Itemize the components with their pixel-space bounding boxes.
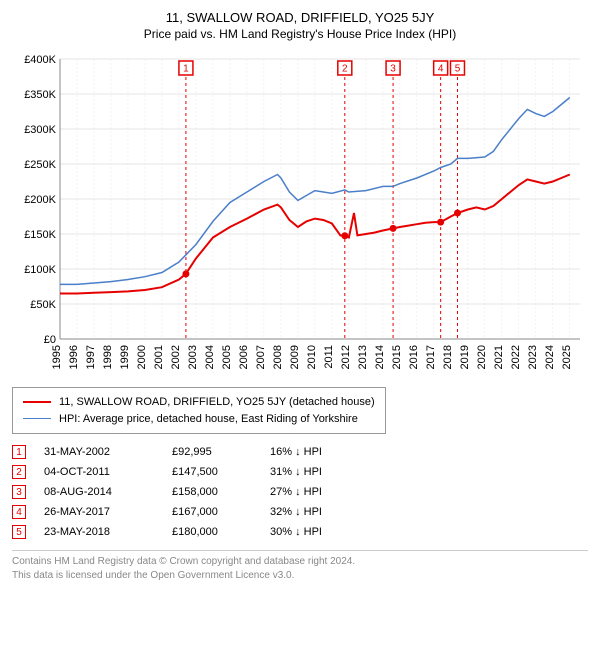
- svg-text:1: 1: [183, 64, 189, 75]
- legend-swatch: [23, 401, 51, 403]
- event-row: 4 26-MAY-2017 £167,000 32% ↓ HPI: [12, 502, 588, 522]
- svg-text:2007: 2007: [255, 345, 267, 369]
- legend: 11, SWALLOW ROAD, DRIFFIELD, YO25 5JY (d…: [12, 387, 386, 434]
- svg-text:2000: 2000: [136, 345, 148, 369]
- svg-text:2025: 2025: [561, 345, 573, 369]
- svg-text:2023: 2023: [527, 345, 539, 369]
- event-marker: 4: [12, 505, 26, 519]
- chart-subtitle: Price paid vs. HM Land Registry's House …: [12, 27, 588, 41]
- event-price: £167,000: [172, 506, 252, 518]
- event-row: 3 08-AUG-2014 £158,000 27% ↓ HPI: [12, 482, 588, 502]
- svg-text:2006: 2006: [238, 345, 250, 369]
- svg-text:2: 2: [342, 64, 348, 75]
- chart-title: 11, SWALLOW ROAD, DRIFFIELD, YO25 5JY: [12, 10, 588, 25]
- event-price: £147,500: [172, 466, 252, 478]
- svg-text:2016: 2016: [408, 345, 420, 369]
- svg-text:2024: 2024: [544, 345, 556, 369]
- svg-text:2001: 2001: [153, 345, 165, 369]
- price-chart: £0 £50K £100K £150K £200K £250K £300K £350K £400…: [12, 49, 588, 379]
- svg-text:2015: 2015: [391, 345, 403, 369]
- svg-text:£250K: £250K: [24, 159, 56, 171]
- svg-text:2014: 2014: [374, 345, 386, 369]
- svg-text:3: 3: [390, 64, 396, 75]
- svg-text:£400K: £400K: [24, 54, 56, 66]
- event-price: £180,000: [172, 526, 252, 538]
- svg-text:2018: 2018: [442, 345, 454, 369]
- legend-swatch: [23, 418, 51, 419]
- event-marker: 5: [12, 525, 26, 539]
- event-row: 2 04-OCT-2011 £147,500 31% ↓ HPI: [12, 462, 588, 482]
- svg-text:2013: 2013: [357, 345, 369, 369]
- svg-text:£350K: £350K: [24, 89, 56, 101]
- footer: Contains HM Land Registry data © Crown c…: [12, 550, 588, 583]
- svg-text:2020: 2020: [476, 345, 488, 369]
- legend-item-price: 11, SWALLOW ROAD, DRIFFIELD, YO25 5JY (d…: [23, 394, 375, 411]
- svg-text:£200K: £200K: [24, 194, 56, 206]
- svg-text:4: 4: [438, 64, 444, 75]
- event-marker: 2: [12, 465, 26, 479]
- event-row: 1 31-MAY-2002 £92,995 16% ↓ HPI: [12, 442, 588, 462]
- event-diff: 31% ↓ HPI: [270, 466, 380, 478]
- chart-container: £0 £50K £100K £150K £200K £250K £300K £350K £400…: [12, 49, 588, 379]
- event-marker: 1: [12, 445, 26, 459]
- svg-text:1999: 1999: [119, 345, 131, 369]
- event-diff: 30% ↓ HPI: [270, 526, 380, 538]
- svg-text:2003: 2003: [187, 345, 199, 369]
- svg-text:£150K: £150K: [24, 229, 56, 241]
- svg-text:2011: 2011: [323, 345, 335, 369]
- svg-text:£100K: £100K: [24, 264, 56, 276]
- event-diff: 32% ↓ HPI: [270, 506, 380, 518]
- legend-label: HPI: Average price, detached house, East…: [59, 411, 358, 428]
- svg-text:2012: 2012: [340, 345, 352, 369]
- events-table: 1 31-MAY-2002 £92,995 16% ↓ HPI 2 04-OCT-2011…: [12, 442, 588, 542]
- svg-text:1998: 1998: [102, 345, 114, 369]
- footer-line: Contains HM Land Registry data © Crown c…: [12, 555, 588, 569]
- event-date: 23-MAY-2018: [44, 526, 154, 538]
- legend-label: 11, SWALLOW ROAD, DRIFFIELD, YO25 5JY (d…: [59, 394, 375, 411]
- svg-text:2005: 2005: [221, 345, 233, 369]
- svg-text:1997: 1997: [85, 345, 97, 369]
- svg-text:2008: 2008: [272, 345, 284, 369]
- event-date: 04-OCT-2011: [44, 466, 154, 478]
- svg-text:5: 5: [455, 64, 461, 75]
- event-date: 08-AUG-2014: [44, 486, 154, 498]
- svg-text:2017: 2017: [425, 345, 437, 369]
- svg-text:1996: 1996: [68, 345, 80, 369]
- svg-text:£50K: £50K: [30, 299, 56, 311]
- event-diff: 16% ↓ HPI: [270, 446, 380, 458]
- event-marker: 3: [12, 485, 26, 499]
- svg-text:1995: 1995: [51, 345, 63, 369]
- event-diff: 27% ↓ HPI: [270, 486, 380, 498]
- footer-line: This data is licensed under the Open Gov…: [12, 569, 588, 583]
- svg-text:2010: 2010: [306, 345, 318, 369]
- svg-text:2002: 2002: [170, 345, 182, 369]
- svg-text:2004: 2004: [204, 345, 216, 369]
- event-price: £158,000: [172, 486, 252, 498]
- svg-text:2021: 2021: [493, 345, 505, 369]
- svg-text:2019: 2019: [459, 345, 471, 369]
- svg-text:2009: 2009: [289, 345, 301, 369]
- event-date: 31-MAY-2002: [44, 446, 154, 458]
- event-row: 5 23-MAY-2018 £180,000 30% ↓ HPI: [12, 522, 588, 542]
- svg-text:2022: 2022: [510, 345, 522, 369]
- svg-text:£300K: £300K: [24, 124, 56, 136]
- svg-text:£0: £0: [44, 334, 56, 346]
- event-date: 26-MAY-2017: [44, 506, 154, 518]
- event-price: £92,995: [172, 446, 252, 458]
- legend-item-hpi: HPI: Average price, detached house, East…: [23, 411, 375, 428]
